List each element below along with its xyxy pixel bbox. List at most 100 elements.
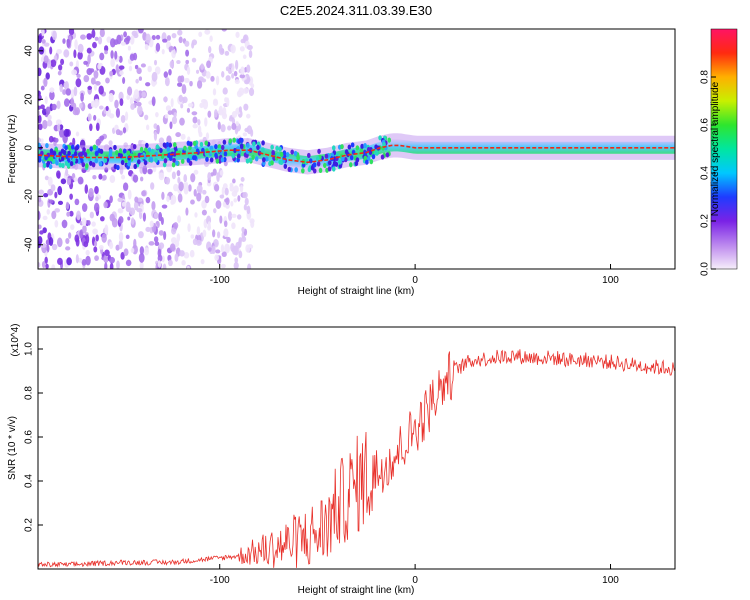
noise-blob <box>129 96 134 106</box>
noise-blob <box>77 51 83 60</box>
noise-blob <box>221 186 225 197</box>
band-blob <box>312 162 317 168</box>
band-blob <box>180 158 185 164</box>
noise-blob <box>245 244 251 253</box>
noise-blob <box>63 81 68 89</box>
noise-blob <box>187 102 194 108</box>
noise-blob <box>171 227 177 235</box>
noise-blob <box>185 49 190 57</box>
noise-blob <box>240 177 245 182</box>
band-blob <box>317 148 321 154</box>
noise-blob <box>215 249 221 254</box>
noise-blob <box>189 249 195 258</box>
noise-blob <box>70 89 75 99</box>
noise-blob <box>140 176 144 182</box>
colorbar <box>710 28 738 270</box>
noise-blob <box>134 64 139 70</box>
band-blob <box>262 157 266 163</box>
noise-blob <box>171 48 176 59</box>
noise-blob <box>201 209 207 216</box>
noise-blob <box>46 119 53 127</box>
noise-blob <box>207 172 212 181</box>
noise-blob <box>173 112 177 118</box>
band-blob <box>279 159 284 166</box>
noise-blob <box>89 123 93 132</box>
noise-blob <box>177 215 182 223</box>
band-blob <box>327 160 332 166</box>
noise-blob <box>84 184 89 194</box>
noise-blob <box>185 207 189 216</box>
noise-blob <box>178 94 183 103</box>
noise-blob <box>223 220 228 228</box>
band-blob <box>183 145 187 151</box>
band-blob <box>163 158 168 164</box>
noise-blob <box>202 189 207 195</box>
band-blob <box>347 144 352 150</box>
noise-blob <box>38 195 42 203</box>
band-blob <box>48 163 53 170</box>
noise-blob <box>153 212 159 220</box>
band-blob <box>365 159 369 165</box>
noise-blob <box>144 43 149 51</box>
noise-blob <box>116 260 120 269</box>
noise-blob <box>48 237 54 246</box>
band-blob <box>132 144 137 150</box>
noise-blob <box>65 201 70 210</box>
noise-blob <box>242 132 248 137</box>
colorbar-tick-label: 0.6 <box>700 118 711 132</box>
noise-blob <box>223 229 228 237</box>
noise-blob <box>164 177 171 185</box>
bottom-axes: -100 0 100 0.2 0.4 0.6 0.8 1.0 <box>24 342 620 586</box>
x-tick-label: 100 <box>602 275 619 286</box>
band-blob <box>278 146 282 152</box>
noise-blob <box>197 119 201 126</box>
noise-blob <box>89 211 95 219</box>
noise-blob <box>169 121 173 130</box>
band-blob <box>67 150 71 156</box>
noise-blob <box>156 124 160 135</box>
noise-blob <box>246 44 253 51</box>
band-blob <box>316 161 321 167</box>
noise-blob <box>38 235 43 245</box>
band-blob <box>327 166 332 172</box>
noise-blob <box>234 257 239 264</box>
noise-blob <box>130 103 135 110</box>
band-blob <box>239 143 244 149</box>
noise-blob <box>38 224 42 230</box>
noise-blob <box>240 38 246 44</box>
band-blob <box>113 144 117 151</box>
noise-blob <box>132 174 139 183</box>
noise-blob <box>216 231 221 239</box>
band-blob <box>380 154 385 160</box>
noise-blob <box>109 262 114 269</box>
band-blob <box>355 145 360 151</box>
band-blob <box>359 148 364 154</box>
noise-blob <box>108 113 115 119</box>
noise-blob <box>120 115 126 124</box>
noise-blob <box>196 226 201 236</box>
band-blob <box>204 140 209 146</box>
colorbar-tick-label: 0.2 <box>700 214 711 228</box>
noise-blob <box>54 219 59 228</box>
band-blob <box>73 151 78 157</box>
noise-blob <box>63 98 70 107</box>
noise-blob <box>65 246 71 251</box>
noise-blob <box>40 85 45 91</box>
noise-blob <box>234 79 240 85</box>
noise-blob <box>198 131 203 138</box>
band-blob <box>293 150 298 157</box>
colorbar-tick-label: 0.4 <box>700 166 711 180</box>
band-blob <box>366 155 371 161</box>
noise-blob <box>149 220 154 228</box>
y-tick-label: -20 <box>24 189 35 204</box>
band-blob <box>87 155 92 162</box>
band-blob <box>192 140 197 146</box>
noise-blob <box>221 29 227 32</box>
noise-blob <box>194 212 198 218</box>
band-blob <box>375 150 379 156</box>
noise-blob <box>38 110 41 117</box>
band-blob <box>282 150 287 156</box>
noise-blob <box>238 250 243 259</box>
band-blob <box>69 160 74 167</box>
noise-blob <box>133 200 139 211</box>
